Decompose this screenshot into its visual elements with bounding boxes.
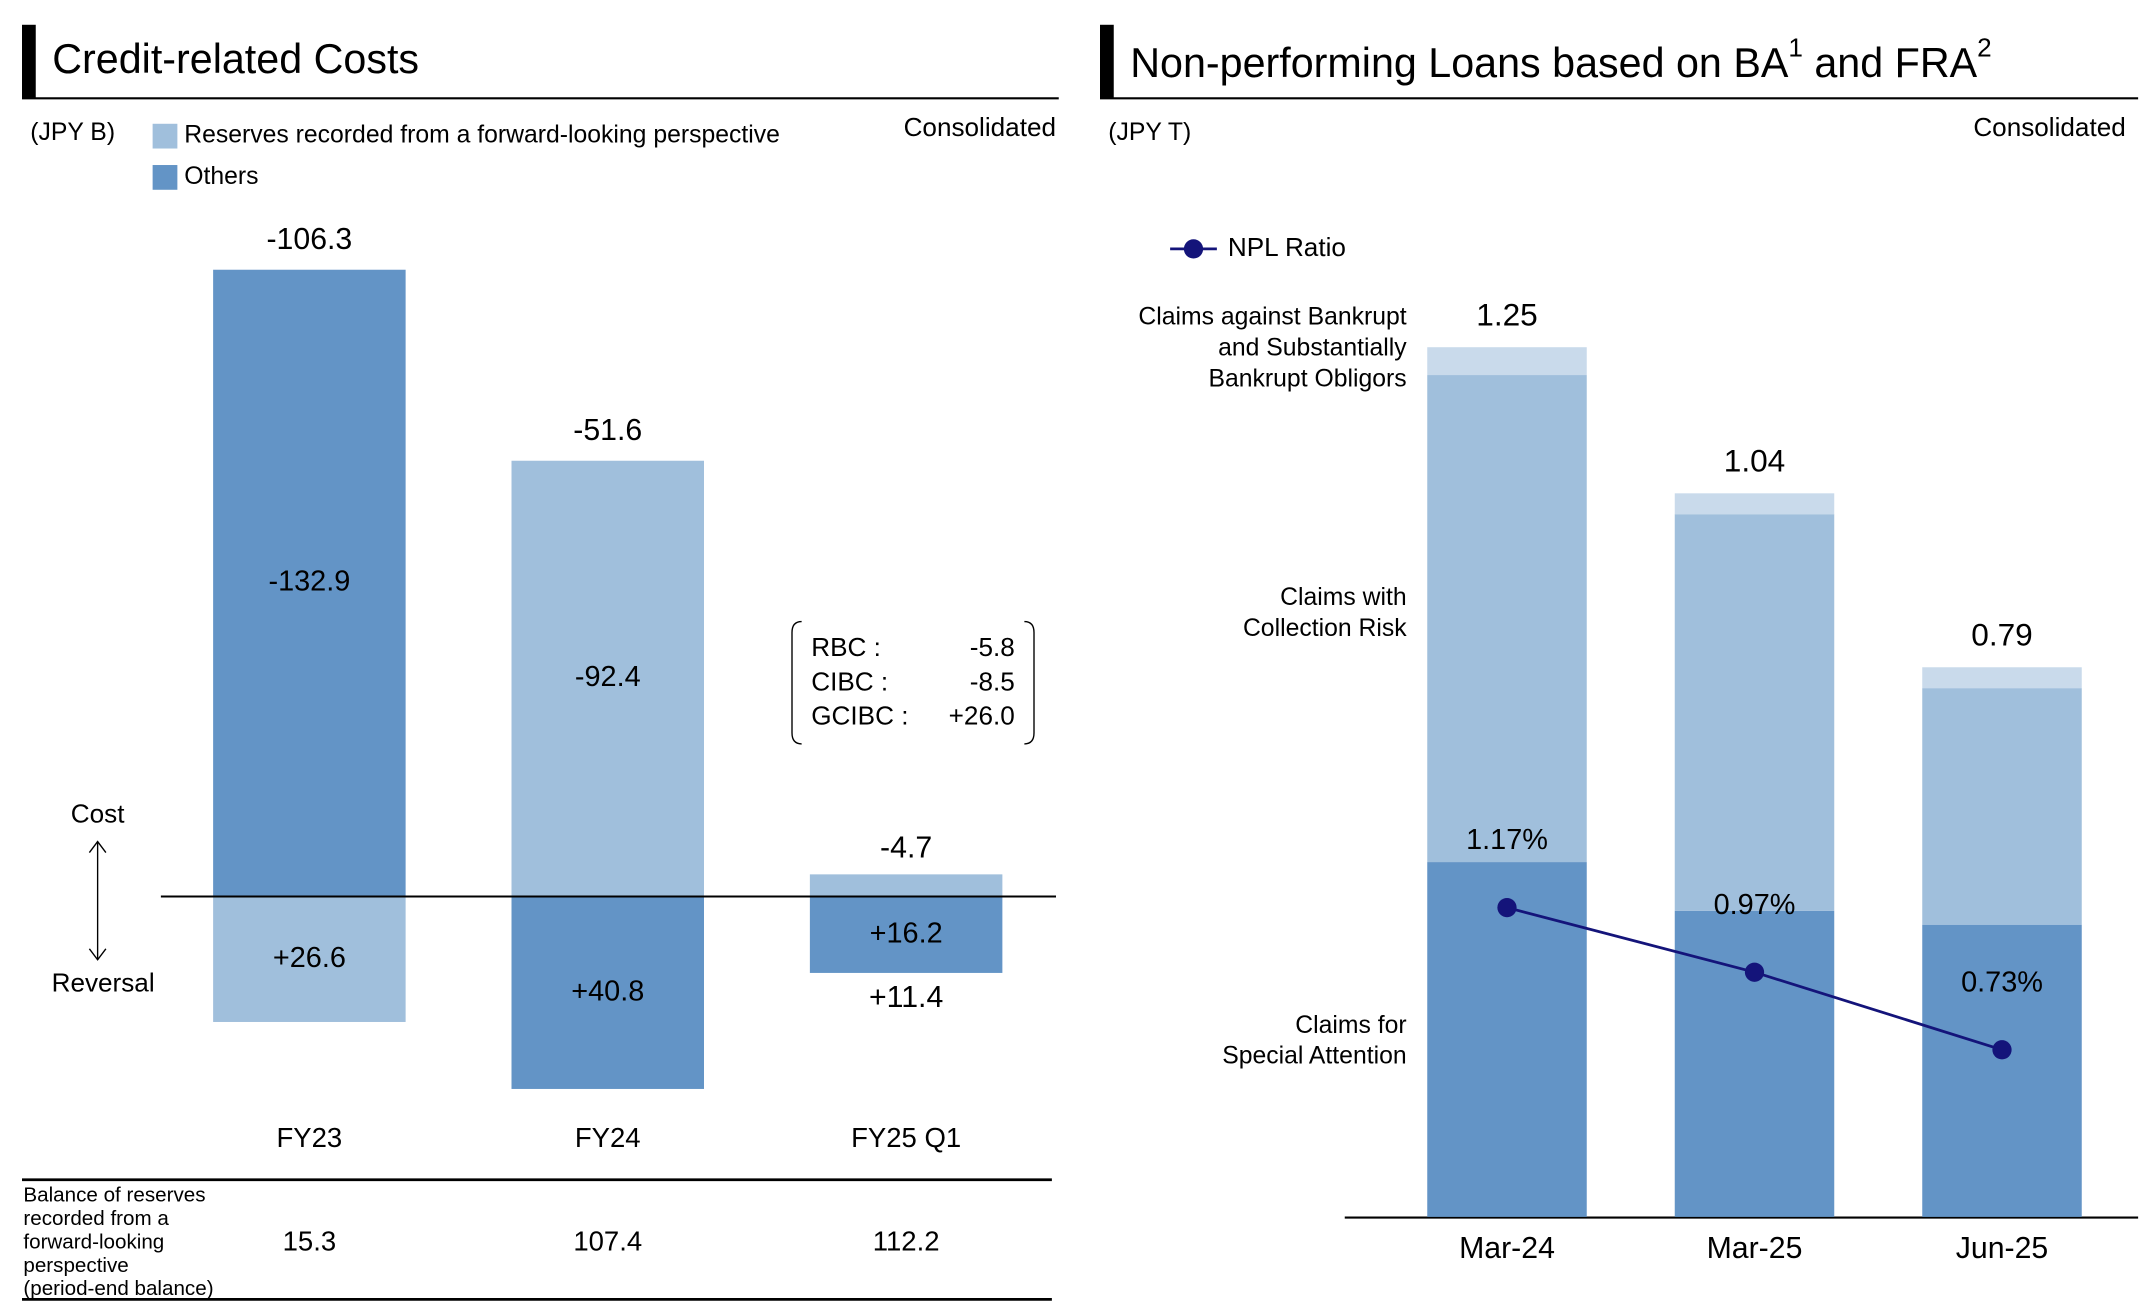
total-label: 1.25 — [1476, 296, 1538, 332]
line-label: 0.97% — [1714, 889, 1796, 921]
unit-label: (JPY B) — [30, 119, 115, 146]
value-label: +16.2 — [870, 917, 943, 949]
series-label-line: Special Attention — [1222, 1042, 1406, 1069]
breakdown-value: +26.0 — [949, 701, 1015, 731]
bar-segment — [213, 896, 406, 1022]
bar-segment — [809, 896, 1003, 973]
line-label: 0.73% — [1961, 966, 2043, 998]
table-header: (period-end balance) — [23, 1277, 213, 1300]
title-sup: 2 — [1977, 32, 1992, 62]
x-tick-label: FY23 — [277, 1122, 343, 1153]
breakdown-value: -8.5 — [970, 666, 1015, 696]
breakdown-name: GCIBC : — [811, 701, 908, 731]
table-header: perspective — [23, 1254, 128, 1277]
breakdown-name: CIBC : — [811, 666, 888, 696]
series-label: Claims with Collection Risk — [1243, 584, 1407, 642]
x-tick-label: Jun-25 — [1956, 1232, 2049, 1265]
chart-title: Non-performing Loans based on BA1 and FR… — [1130, 32, 1991, 85]
series-label-line: Claims for — [1295, 1011, 1406, 1038]
bar-segment — [1922, 924, 2082, 1217]
legend-swatch — [152, 165, 178, 190]
bar-segment — [1674, 910, 1835, 1217]
total-label: -106.3 — [266, 223, 352, 256]
bar-segment — [809, 874, 1003, 897]
legend-swatch — [152, 123, 178, 149]
series-label-line: Claims against Bankrupt — [1138, 303, 1406, 330]
value-label: -4.7 — [880, 832, 932, 865]
bar-segment — [1674, 514, 1835, 911]
direction-arrow — [88, 840, 107, 961]
total-label: -51.6 — [573, 414, 642, 447]
series-label-line: Bankrupt Obligors — [1209, 365, 1407, 392]
breakdown-value: -5.8 — [970, 632, 1015, 662]
legend-label: Others — [184, 163, 258, 190]
breakdown-name: RBC : — [811, 632, 881, 662]
table-header: recorded from a — [23, 1207, 169, 1230]
title-part: and FRA — [1803, 40, 1978, 86]
title-sup: 1 — [1788, 32, 1803, 62]
line-point — [1992, 1040, 2012, 1060]
series-label-line: Collection Risk — [1243, 615, 1407, 642]
x-tick-label: Mar-25 — [1707, 1232, 1803, 1265]
bar-segment — [1674, 493, 1835, 515]
scope-label: Consolidated — [1973, 112, 2125, 142]
legend-label: Reserves recorded from a forward-looking… — [184, 122, 780, 149]
bar-segment — [1427, 375, 1587, 863]
x-tick-label: Mar-24 — [1459, 1232, 1555, 1265]
direction-label: Cost — [71, 798, 125, 828]
table-header: forward-looking — [23, 1230, 164, 1253]
title-bar — [22, 24, 36, 98]
bar-segment — [511, 896, 704, 1089]
series-label-line: Claims with — [1280, 584, 1407, 611]
value-label: -92.4 — [575, 661, 641, 693]
breakdown-bracket — [791, 620, 1035, 745]
line-point — [1744, 962, 1765, 982]
chart-title: Credit-related Costs — [52, 36, 419, 82]
series-label-line: and Substantially — [1218, 334, 1407, 361]
line-point — [1497, 897, 1517, 918]
table-value: 15.3 — [283, 1225, 337, 1256]
scope-label: Consolidated — [904, 112, 1056, 142]
legend-marker — [1183, 239, 1204, 259]
title-part: Non-performing Loans based on BA — [1130, 40, 1789, 86]
direction-label: Reversal — [52, 967, 155, 997]
total-label: +11.4 — [869, 981, 943, 1014]
unit-label: (JPY T) — [1108, 119, 1191, 146]
x-tick-label: FY25 Q1 — [851, 1122, 961, 1153]
x-tick-label: FY24 — [575, 1122, 641, 1153]
table-value: 107.4 — [573, 1225, 642, 1256]
total-label: 0.79 — [1971, 616, 2033, 652]
bar-segment — [1922, 667, 2082, 689]
table-value: 112.2 — [873, 1225, 940, 1256]
total-label: 1.04 — [1724, 442, 1786, 478]
table-header: Balance of reserves — [23, 1184, 205, 1207]
bar-segment — [213, 269, 406, 897]
line-label: 1.17% — [1466, 824, 1548, 856]
bar-segment — [1922, 688, 2082, 925]
value-label: +26.6 — [273, 942, 346, 974]
series-label: Claims against Bankrupt and Substantially… — [1138, 303, 1407, 392]
title-bar — [1100, 24, 1114, 98]
legend-label: NPL Ratio — [1228, 232, 1346, 262]
bar-segment — [511, 460, 704, 897]
series-label: Claims for Special Attention — [1222, 1011, 1406, 1069]
value-label: -132.9 — [268, 566, 350, 598]
value-label: +40.8 — [571, 975, 644, 1007]
bar-segment — [1427, 347, 1587, 376]
